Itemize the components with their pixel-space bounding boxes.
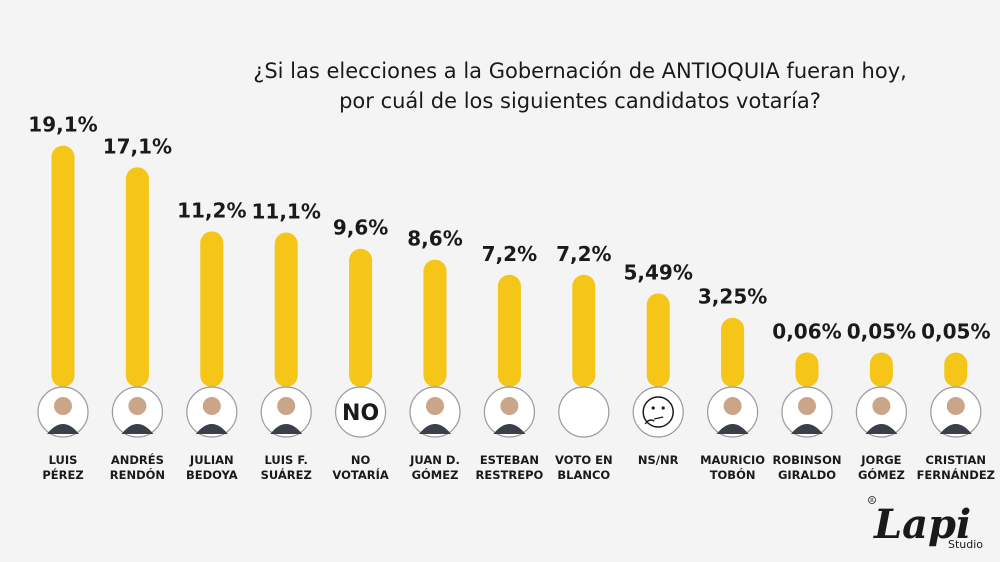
avatar-4	[335, 386, 387, 438]
avatar-face-6	[500, 397, 519, 415]
chart-title: ¿Si las elecciones a la Gobernación de A…	[200, 56, 960, 116]
bar-8	[646, 293, 670, 387]
avatar-face-2	[202, 397, 221, 415]
avatar-body-11	[865, 424, 898, 434]
avatar-body-9	[716, 424, 749, 434]
bar-6	[497, 274, 521, 387]
value-label-11: 0,05%	[847, 319, 916, 343]
category-label-2-1: BEDOYA	[186, 468, 238, 482]
category-label-2-0: JULIAN	[189, 453, 234, 467]
bar-5	[423, 259, 447, 387]
avatar-7	[558, 386, 610, 438]
avatar-face-12	[946, 397, 965, 415]
category-label-5-1: GÓMEZ	[412, 467, 459, 482]
avatar-body-3	[270, 424, 303, 434]
category-label-5-0: JUAN D.	[409, 453, 460, 467]
value-label-1: 17,1%	[103, 134, 172, 158]
category-label-9-1: TOBÓN	[710, 467, 756, 482]
avatar-face-3	[277, 397, 296, 415]
avatar-body-5	[419, 424, 451, 434]
avatar-body-12	[939, 424, 972, 434]
lapistudio-logo: Lapi Studio R	[868, 494, 986, 554]
thinking-eye-right	[661, 406, 665, 410]
avatar-body-6	[493, 424, 526, 434]
bar-4	[349, 248, 373, 387]
category-label-4-1: VOTARÍA	[332, 467, 388, 482]
value-label-10: 0,06%	[772, 319, 841, 343]
avatar-face-11	[872, 397, 891, 415]
value-label-0: 19,1%	[28, 113, 97, 137]
bar-1	[125, 167, 149, 387]
chart-title-line-2: por cuál de los siguientes candidatos vo…	[339, 89, 821, 113]
avatar-face-9	[723, 397, 742, 415]
value-label-9: 3,25%	[698, 285, 767, 309]
avatar-8	[632, 386, 684, 438]
avatar-no-text: NO	[342, 401, 379, 426]
bar-0	[51, 145, 75, 387]
bar-2	[200, 231, 224, 387]
category-label-7-0: VOTO EN	[555, 453, 613, 467]
category-label-3-1: SUÁREZ	[261, 467, 312, 482]
avatar-body-0	[47, 424, 79, 434]
bar-11	[869, 352, 893, 387]
avatar-face-10	[798, 397, 816, 415]
avatar-body-2	[195, 424, 228, 434]
value-label-12: 0,05%	[921, 319, 990, 343]
value-label-6: 7,2%	[482, 242, 537, 266]
svg-text:R: R	[870, 498, 874, 504]
thinking-face-icon	[642, 396, 674, 428]
logo-text: Lapi	[873, 501, 971, 548]
category-label-1-1: RENDÓN	[110, 467, 165, 482]
value-label-4: 9,6%	[333, 216, 388, 240]
category-label-8-0: NS/NR	[638, 453, 679, 467]
category-label-1-0: ANDRÉS	[111, 452, 164, 467]
value-label-2: 11,2%	[177, 198, 246, 222]
avatar-body-10	[791, 424, 823, 434]
category-label-4-0: NO	[351, 453, 371, 467]
category-label-0-1: PÉREZ	[42, 467, 83, 482]
bar-7	[572, 274, 596, 387]
thinking-eye-left	[651, 406, 655, 410]
thinking-mouth	[654, 416, 664, 420]
category-label-11-1: GÓMEZ	[858, 467, 905, 482]
value-label-5: 8,6%	[407, 227, 462, 251]
category-label-10-0: ROBINSON	[773, 453, 842, 467]
avatar-face-5	[426, 397, 444, 415]
category-label-3-0: LUIS F.	[265, 453, 308, 467]
category-label-9-0: MAURICIO	[700, 453, 765, 467]
avatar-face-0	[54, 397, 72, 415]
avatar-face-1	[128, 397, 147, 415]
category-label-7-1: BLANCO	[557, 468, 610, 482]
logo-suffix: Studio	[948, 538, 983, 551]
category-label-10-1: GIRALDO	[778, 468, 836, 482]
category-label-12-0: CRISTIAN	[926, 453, 987, 467]
category-label-0-0: LUIS	[49, 453, 78, 467]
avatar-body-1	[121, 424, 154, 434]
bar-9	[721, 317, 745, 387]
category-label-12-1: FERNÁNDEZ	[917, 467, 995, 482]
category-label-11-0: JORGE	[860, 453, 901, 467]
bar-10	[795, 352, 819, 387]
bar-3	[274, 232, 298, 387]
bar-12	[944, 352, 968, 387]
value-label-8: 5,49%	[624, 260, 693, 284]
value-label-7: 7,2%	[556, 242, 611, 266]
chart-title-line-1: ¿Si las elecciones a la Gobernación de A…	[253, 59, 907, 83]
category-label-6-1: RESTREPO	[476, 468, 544, 482]
value-label-3: 11,1%	[252, 199, 321, 223]
thinking-hand	[644, 419, 655, 425]
category-label-6-0: ESTEBAN	[480, 453, 539, 467]
